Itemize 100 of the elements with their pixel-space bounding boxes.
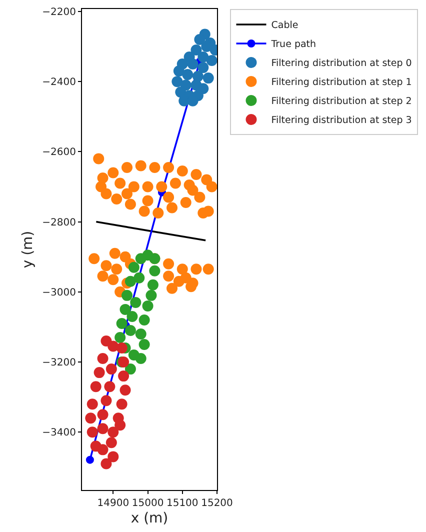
point <box>163 258 174 270</box>
point <box>135 353 146 364</box>
y-tick-label: −2400 <box>42 77 76 88</box>
point <box>97 423 108 434</box>
y-tick-label: −2800 <box>42 217 76 228</box>
point <box>206 181 217 192</box>
point <box>147 279 158 290</box>
point <box>114 420 126 431</box>
x-tick-label: 15200 <box>201 498 233 509</box>
point <box>198 52 209 63</box>
point <box>106 437 117 448</box>
point <box>182 69 194 80</box>
legend-label: Cable <box>271 20 298 32</box>
point <box>194 34 206 45</box>
point <box>100 395 112 406</box>
point <box>194 192 206 203</box>
point <box>206 55 217 66</box>
point <box>111 264 122 275</box>
point <box>163 162 174 173</box>
point <box>173 66 184 77</box>
point <box>146 290 157 301</box>
point <box>97 353 108 364</box>
point <box>124 364 136 375</box>
point <box>108 426 119 438</box>
point <box>180 272 192 284</box>
point <box>116 398 128 410</box>
x-tick-label: 15000 <box>132 498 164 509</box>
point <box>86 398 98 410</box>
point <box>90 381 102 392</box>
point <box>108 340 119 352</box>
point <box>176 264 188 275</box>
legend-label: Filtering distribution at step 3 <box>271 115 412 126</box>
legend-label: Filtering distribution at step 1 <box>271 77 412 88</box>
point <box>202 264 214 275</box>
y-tick-label: −3000 <box>42 287 76 298</box>
point <box>187 58 198 70</box>
point <box>97 172 108 184</box>
point <box>170 178 181 189</box>
point <box>135 253 146 264</box>
point <box>109 248 120 259</box>
point <box>142 300 154 312</box>
point <box>93 153 104 164</box>
point <box>108 274 119 286</box>
point <box>120 304 131 315</box>
point <box>97 444 108 456</box>
point <box>116 342 128 354</box>
point <box>138 339 150 350</box>
point <box>138 314 150 326</box>
point <box>118 370 130 382</box>
point <box>128 262 140 273</box>
point <box>202 72 214 84</box>
point <box>149 162 160 173</box>
point <box>108 451 119 462</box>
legend-label: True path <box>270 39 316 50</box>
point <box>163 192 174 203</box>
point <box>100 458 112 470</box>
point <box>124 198 136 210</box>
point <box>88 253 100 264</box>
point <box>85 412 96 424</box>
point <box>124 276 136 287</box>
point <box>198 62 209 74</box>
x-axis-title: x (m) <box>130 510 168 526</box>
point <box>149 265 160 276</box>
legend-label: Filtering distribution at step 0 <box>271 58 412 70</box>
x-tick-label: 14900 <box>97 498 130 509</box>
point <box>190 44 202 56</box>
point <box>128 181 140 192</box>
y-tick-label: −3400 <box>42 428 76 439</box>
point <box>180 197 192 208</box>
point <box>142 195 154 206</box>
x-tick-label: 15100 <box>166 498 198 509</box>
point <box>97 270 108 282</box>
point <box>97 409 108 420</box>
point <box>142 181 154 192</box>
y-tick-label: −2200 <box>42 6 76 18</box>
point <box>111 194 122 205</box>
point <box>172 76 183 88</box>
point <box>176 165 188 176</box>
point <box>100 188 112 200</box>
point <box>190 264 202 275</box>
point <box>126 310 138 322</box>
point <box>86 456 94 464</box>
point <box>106 364 117 375</box>
point <box>122 188 132 200</box>
point <box>166 202 178 214</box>
y-axis-title: y (m) <box>20 230 36 268</box>
point <box>114 178 126 189</box>
point <box>166 282 178 294</box>
point <box>124 324 136 336</box>
point <box>86 426 98 438</box>
point <box>108 167 119 178</box>
point <box>135 160 146 172</box>
point <box>114 332 126 343</box>
point <box>120 384 131 396</box>
point <box>190 168 202 180</box>
point <box>116 318 128 329</box>
point <box>122 290 132 301</box>
point <box>138 206 150 217</box>
point <box>104 381 116 392</box>
point <box>187 184 198 196</box>
